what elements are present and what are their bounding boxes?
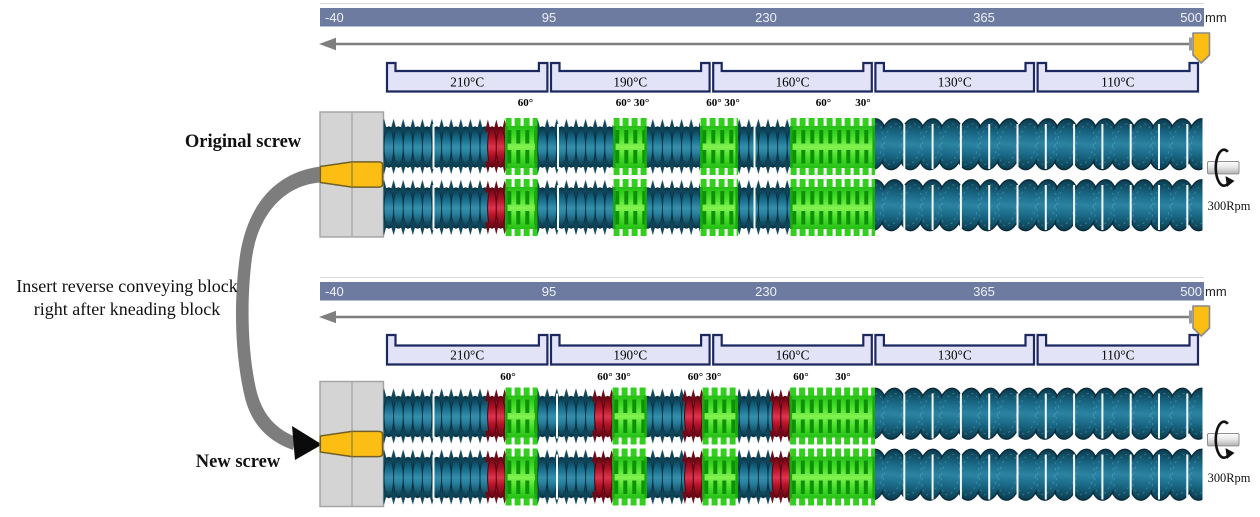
svg-text:500: 500	[1180, 10, 1202, 25]
svg-text:210°C: 210°C	[450, 348, 484, 363]
svg-text:60° 30°: 60° 30°	[597, 371, 631, 383]
svg-text:right after kneading block: right after kneading block	[34, 299, 220, 319]
svg-text:300Rpm: 300Rpm	[1208, 199, 1251, 213]
svg-text:190°C: 190°C	[613, 75, 647, 90]
svg-text:95: 95	[542, 10, 556, 25]
svg-text:130°C: 130°C	[938, 348, 972, 363]
svg-text:230: 230	[755, 284, 777, 299]
svg-text:30°: 30°	[835, 371, 850, 383]
svg-text:160°C: 160°C	[776, 348, 810, 363]
svg-text:95: 95	[542, 284, 556, 299]
svg-text:60° 30°: 60° 30°	[706, 97, 740, 109]
svg-text:30°: 30°	[855, 97, 870, 109]
svg-text:Original screw: Original screw	[185, 132, 302, 152]
svg-text:300Rpm: 300Rpm	[1208, 471, 1251, 485]
svg-text:210°C: 210°C	[450, 75, 484, 90]
svg-text:130°C: 130°C	[938, 75, 972, 90]
svg-text:Insert reverse conveying block: Insert reverse conveying block	[16, 276, 237, 296]
svg-text:110°C: 110°C	[1101, 348, 1135, 363]
svg-text:mm: mm	[1205, 10, 1227, 25]
svg-text:230: 230	[755, 10, 777, 25]
svg-text:60°: 60°	[518, 97, 533, 109]
svg-text:500: 500	[1180, 284, 1202, 299]
svg-text:160°C: 160°C	[776, 75, 810, 90]
svg-text:60° 30°: 60° 30°	[688, 371, 722, 383]
svg-text:190°C: 190°C	[613, 348, 647, 363]
svg-text:-40: -40	[325, 284, 344, 299]
svg-text:60° 30°: 60° 30°	[616, 97, 650, 109]
svg-text:60°: 60°	[500, 371, 515, 383]
svg-text:110°C: 110°C	[1101, 75, 1135, 90]
svg-text:365: 365	[973, 284, 995, 299]
svg-text:-40: -40	[325, 10, 344, 25]
svg-text:60°: 60°	[816, 97, 831, 109]
svg-text:365: 365	[973, 10, 995, 25]
svg-text:New screw: New screw	[196, 452, 281, 472]
svg-text:60°: 60°	[793, 371, 808, 383]
svg-text:mm: mm	[1205, 284, 1227, 299]
